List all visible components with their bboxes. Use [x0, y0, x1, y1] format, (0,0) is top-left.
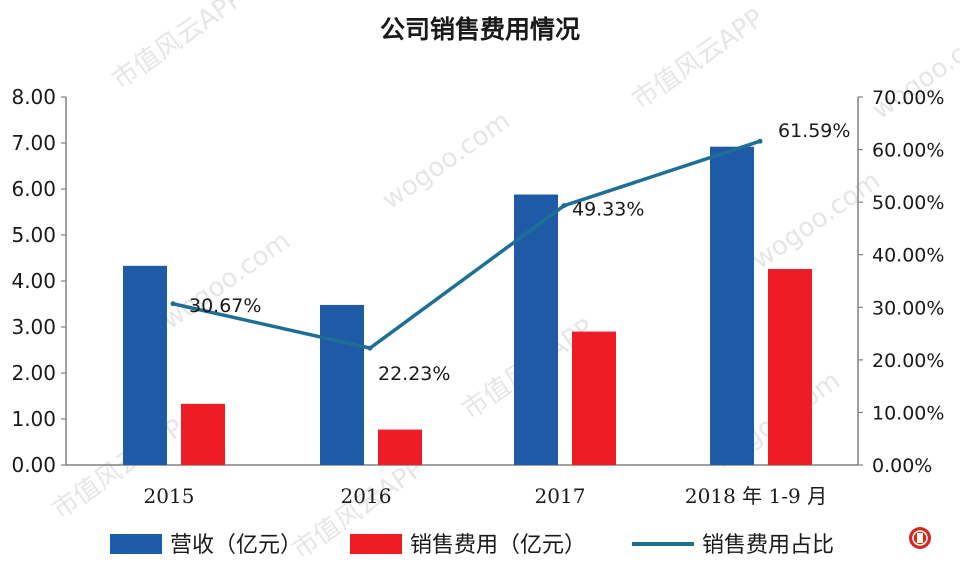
x-axis: 2015 2016 2017 2018 年 1-9 月 [144, 484, 828, 508]
left-tick-label: 1.00 [11, 407, 56, 431]
revenue-bar [514, 194, 558, 465]
left-tick-label: 6.00 [11, 177, 56, 201]
sales-expense-bar [572, 331, 616, 465]
ratio-point [561, 203, 567, 209]
legend-swatch [110, 534, 162, 554]
x-tick-label: 2015 [144, 484, 195, 508]
x-tick-label: 2017 [535, 484, 586, 508]
left-tick-label: 5.00 [11, 223, 56, 247]
ratio-data-label: 61.59% [778, 120, 850, 142]
ratio-point [170, 301, 176, 307]
ratio-point [757, 138, 763, 144]
right-tick-label: 0.00% [872, 455, 932, 477]
right-tick-label: 30.00% [872, 297, 944, 319]
legend: 营收（亿元） 销售费用（亿元） 销售费用占比 [110, 533, 834, 558]
watermark-text: wogoo.com [867, 16, 960, 126]
watermark-text: wogoo.com [377, 106, 516, 216]
legend-swatch [350, 534, 402, 554]
watermark-text: wogoo.com [747, 166, 886, 276]
left-tick-label: 8.00 [11, 85, 56, 109]
right-tick-label: 20.00% [872, 350, 944, 372]
watermark: 市值风云APP wogoo.com 市值风云APP wogoo.com 市值风云APP w… [47, 0, 960, 566]
left-tick-label: 7.00 [11, 131, 56, 155]
ratio-data-label: 22.23% [378, 363, 450, 385]
left-tick-label: 0.00 [11, 453, 56, 477]
x-tick-label: 2018 年 1-9 月 [685, 484, 827, 508]
right-tick-label: 70.00% [872, 87, 944, 109]
watermark-text: 市值风云APP [47, 413, 190, 525]
ratio-point [367, 345, 373, 351]
left-tick-label: 4.00 [11, 269, 56, 293]
x-tick-label: 2016 [341, 484, 392, 508]
revenue-bar [320, 304, 364, 465]
ratio-line-path [172, 139, 761, 350]
chart-title: 公司销售费用情况 [380, 15, 580, 44]
revenue-bar [710, 146, 754, 465]
right-y-axis: 0.00% 10.00% 20.00% 30.00% 40.00% 50.00% 60.00… [857, 87, 944, 477]
logo-seal-icon [909, 527, 931, 549]
sales-expense-bar [768, 269, 812, 465]
watermark-text: wogoo.com [157, 226, 296, 336]
legend-label: 营收（亿元） [170, 533, 302, 558]
ratio-data-label: 30.67% [189, 295, 261, 317]
watermark-text: 市值风云APP [627, 3, 770, 115]
bars [123, 146, 812, 465]
ratio-line [170, 138, 763, 351]
ratio-labels: 30.67% 22.23% 49.33% 61.59% [189, 120, 850, 385]
left-tick-label: 2.00 [11, 361, 56, 385]
revenue-bar [123, 265, 167, 465]
watermark-text: 市值风云APP [107, 0, 250, 96]
right-tick-label: 50.00% [872, 192, 944, 214]
right-tick-label: 10.00% [872, 402, 944, 424]
left-tick-label: 3.00 [11, 315, 56, 339]
right-tick-label: 60.00% [872, 140, 944, 162]
legend-label: 销售费用（亿元） [410, 533, 586, 558]
sales-expense-bar [378, 429, 422, 465]
ratio-data-label: 49.33% [572, 199, 644, 221]
sales-expense-bar [181, 403, 225, 465]
legend-label: 销售费用占比 [702, 533, 834, 558]
left-y-axis: 0.00 1.00 2.00 3.00 4.00 5.00 6.00 7.00 8.00 [11, 85, 67, 477]
right-tick-label: 40.00% [872, 245, 944, 267]
